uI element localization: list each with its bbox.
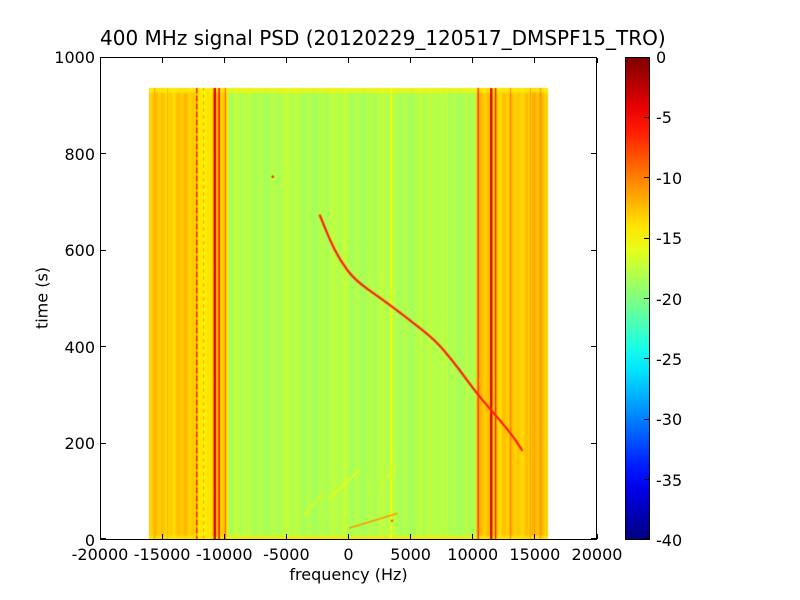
colorbar-gradient: [626, 58, 649, 539]
x-tick-mark: [223, 58, 225, 63]
chart-title: 400 MHz signal PSD (20120229_120517_DMSP…: [100, 26, 666, 50]
y-tick-mark: [591, 537, 596, 539]
y-tick-mark: [591, 442, 596, 444]
y-tick-mark: [101, 346, 106, 348]
colorbar-tick-label: -40: [656, 531, 683, 550]
colorbar-tick-mark: [644, 298, 649, 299]
colorbar-tick-label: -5: [656, 108, 672, 128]
colorbar-tick-mark: [644, 116, 649, 118]
y-tick-mark: [101, 56, 106, 58]
x-tick-label: -10000: [195, 545, 253, 564]
x-tick-mark: [534, 58, 536, 63]
x-axis-label: frequency (Hz): [289, 565, 408, 584]
x-tick-mark: [285, 58, 287, 63]
x-tick-mark: [223, 534, 225, 539]
colorbar-tick-mark: [644, 177, 649, 179]
y-tick-mark: [591, 249, 596, 251]
colorbar: [625, 57, 650, 540]
y-tick-mark: [591, 153, 596, 155]
x-tick-mark: [285, 534, 287, 539]
y-tick-mark: [591, 56, 596, 58]
colorbar-tick-label: -15: [656, 229, 683, 249]
colorbar-tick-mark: [644, 56, 649, 58]
colorbar-tick-label: -20: [656, 289, 683, 309]
colorbar-tick-label: -30: [656, 410, 683, 430]
x-tick-mark: [410, 534, 412, 539]
colorbar-tick-label: -10: [656, 168, 683, 188]
y-tick-mark: [101, 153, 106, 155]
y-tick-mark: [101, 537, 106, 539]
y-tick-label: 0: [84, 531, 95, 550]
x-tick-mark: [348, 534, 349, 539]
x-tick-label: -5000: [263, 545, 310, 564]
y-tick-label: 200: [64, 434, 95, 454]
colorbar-tick-mark: [644, 237, 649, 239]
colorbar-tick-mark: [644, 479, 649, 481]
y-tick-mark: [591, 346, 596, 348]
x-tick-label: -20000: [71, 545, 129, 564]
x-tick-label: 5000: [390, 545, 431, 564]
heatmap-canvas: [100, 57, 597, 540]
x-tick-label: 10000: [447, 545, 499, 564]
colorbar-tick-mark: [644, 358, 649, 360]
colorbar-tick-label: -25: [656, 349, 683, 369]
y-tick-mark: [101, 442, 106, 444]
x-tick-mark: [410, 58, 412, 63]
y-tick-label: 400: [64, 337, 95, 357]
x-tick-mark: [596, 58, 598, 63]
x-tick-mark: [596, 534, 598, 539]
x-tick-label: 15000: [509, 545, 561, 564]
x-tick-mark: [348, 58, 349, 63]
x-tick-mark: [534, 534, 536, 539]
colorbar-tick-mark: [644, 418, 649, 420]
x-tick-mark: [161, 58, 163, 63]
x-tick-mark: [99, 534, 101, 539]
colorbar-tick-mark: [644, 537, 649, 539]
x-tick-label: -15000: [133, 545, 191, 564]
y-tick-label: 600: [64, 241, 95, 261]
colorbar-tick-label: -35: [656, 470, 683, 490]
y-tick-mark: [101, 249, 106, 251]
x-tick-mark: [161, 534, 163, 539]
x-tick-mark: [99, 58, 101, 63]
x-tick-label: 0: [343, 545, 354, 564]
x-tick-mark: [472, 58, 474, 63]
x-tick-label: 20000: [571, 545, 623, 564]
y-tick-label: 800: [64, 144, 95, 164]
y-axis-label: time (s): [32, 266, 52, 330]
y-tick-label: 1000: [54, 48, 95, 67]
colorbar-tick-label: 0: [656, 48, 667, 67]
x-tick-mark: [472, 534, 474, 539]
